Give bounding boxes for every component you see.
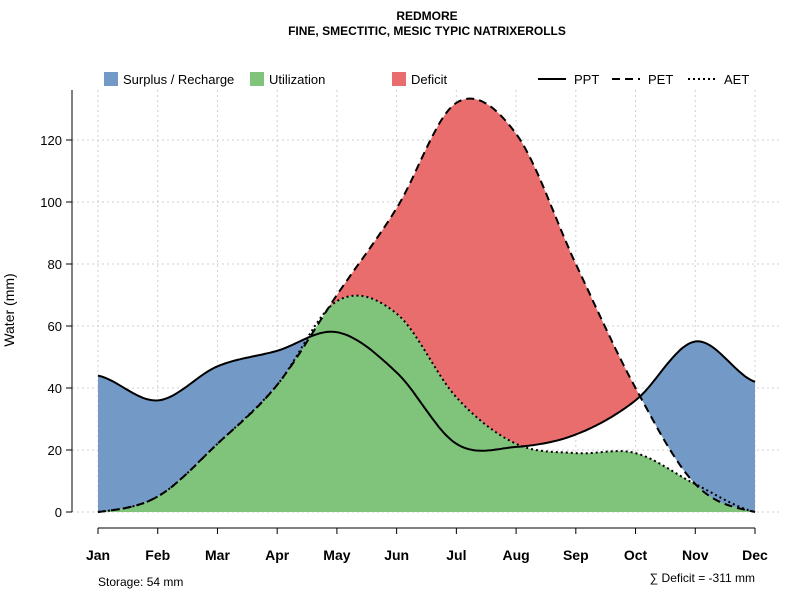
x-tick-label: Jul: [446, 547, 466, 563]
y-axis-title: Water (mm): [1, 273, 17, 346]
x-tick-label: Nov: [682, 547, 709, 563]
x-tick-label: Jun: [384, 547, 409, 563]
deficit-area: [98, 98, 755, 512]
x-tick-label: Oct: [624, 547, 648, 563]
x-tick-label: May: [323, 547, 350, 563]
x-tick-label: Sep: [563, 547, 589, 563]
y-tick-label: 20: [48, 443, 62, 458]
legend-swatch: [104, 72, 118, 86]
legend-label: AET: [724, 72, 749, 87]
y-tick-label: 120: [40, 133, 62, 148]
chart-subtitle: FINE, SMECTITIC, MESIC TYPIC NATRIXEROLL…: [288, 24, 566, 38]
y-tick-label: 0: [55, 505, 62, 520]
series-line-pet: [97, 97, 756, 513]
area-fills: [98, 98, 755, 512]
x-tick-label: Mar: [205, 547, 230, 563]
axes: 0 20 40 60 80 100 120 Jan Feb Mar Apr May Jun Jul Aug S…: [40, 90, 768, 563]
legend-label: Deficit: [411, 72, 448, 87]
x-tick-label: Jan: [86, 547, 110, 563]
deficit-note: ∑ Deficit = -311 mm: [650, 571, 755, 585]
y-tick-label: 40: [48, 381, 62, 396]
legend-label: PET: [648, 72, 673, 87]
legend-swatch: [392, 72, 406, 86]
y-tick-label: 60: [48, 319, 62, 334]
legend-label: Surplus / Recharge: [123, 72, 234, 87]
x-tick-label: Feb: [145, 547, 170, 563]
series-line-ppt: [97, 330, 756, 452]
legend-label: Utilization: [269, 72, 325, 87]
utilization-area: [98, 295, 755, 512]
storage-note: Storage: 54 mm: [98, 575, 183, 589]
y-tick-label: 100: [40, 195, 62, 210]
legend-swatch: [250, 72, 264, 86]
legend: Surplus / Recharge Utilization Deficit PPT P…: [104, 72, 749, 87]
x-tick-label: Apr: [265, 547, 290, 563]
x-tick-label: Aug: [502, 547, 529, 563]
series-line-aet: [97, 294, 756, 513]
recharge-area: [98, 98, 755, 512]
legend-label: PPT: [574, 72, 599, 87]
chart-title: REDMORE: [396, 9, 457, 23]
y-tick-label: 80: [48, 257, 62, 272]
series-lines: [97, 97, 756, 513]
x-tick-label: Dec: [742, 547, 768, 563]
